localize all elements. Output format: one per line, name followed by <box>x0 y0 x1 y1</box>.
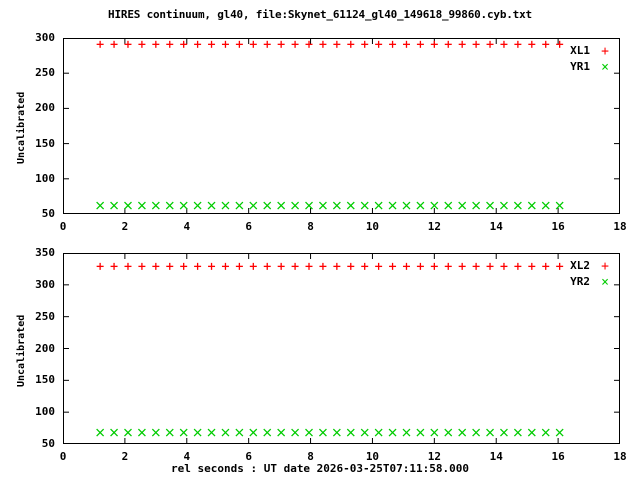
y-tick-label: 300 <box>35 277 55 291</box>
x-tick-label: 18 <box>613 220 627 233</box>
x-tick-label: 16 <box>551 450 565 463</box>
y-tick-label: 100 <box>35 171 55 185</box>
legend-label-yr1: YR1 <box>570 60 590 73</box>
x-tick-label: 6 <box>245 220 252 233</box>
y-tick-label: 250 <box>35 66 55 80</box>
x-tick-label: 14 <box>489 220 503 233</box>
series-yr1 <box>96 201 564 210</box>
plot-panel-bottom <box>63 253 620 444</box>
x-tick-label: 16 <box>551 220 565 233</box>
x-tick-label: 0 <box>59 450 67 463</box>
y-tick-label: 150 <box>35 136 55 150</box>
y-tick-label: 50 <box>41 437 55 450</box>
legend-symbol-yr1: × <box>601 60 609 75</box>
plot-canvas-bottom <box>63 253 620 444</box>
x-tick-label: 4 <box>183 220 191 233</box>
y-tick-label: 350 <box>35 246 55 259</box>
x-tick-label: 12 <box>427 450 441 463</box>
legend-label-xl2: XL2 <box>570 259 590 272</box>
y-tick-label: 200 <box>35 101 55 115</box>
x-tick-label: 6 <box>245 450 252 463</box>
x-tick-label: 10 <box>365 450 380 463</box>
plot-canvas-top <box>63 38 620 214</box>
x-tick-label: 2 <box>121 450 129 463</box>
series-xl1 <box>96 40 564 48</box>
legend-symbol-xl1: + <box>601 44 609 59</box>
x-tick-label: 18 <box>613 450 627 463</box>
y-tick-label: 300 <box>35 31 55 44</box>
x-tick-label: 12 <box>427 220 441 233</box>
x-axis-label: rel seconds : UT date 2026-03-25T07:11:5… <box>170 462 469 475</box>
legend-label-xl1: XL1 <box>570 44 590 57</box>
series-xl2 <box>96 262 564 270</box>
y-tick-label: 200 <box>35 341 55 355</box>
y-axis-label: Uncalibrated <box>16 91 27 164</box>
x-tick-label: 0 <box>59 220 67 233</box>
y-tick-label: 50 <box>41 207 55 220</box>
plot-frame-top <box>63 38 620 214</box>
x-tick-label: 14 <box>489 450 503 463</box>
legend-label-yr2: YR2 <box>570 275 590 288</box>
x-tick-label: 10 <box>365 220 380 233</box>
plot-frame-bottom <box>63 253 620 444</box>
legend-symbol-xl2: + <box>601 259 609 274</box>
page-title: HIRES continuum, gl40, file:Skynet_61124… <box>108 8 532 21</box>
legend-symbol-yr2: × <box>601 275 609 290</box>
y-axis-label: Uncalibrated <box>16 314 27 387</box>
y-tick-label: 250 <box>35 309 55 323</box>
x-tick-label: 8 <box>307 450 314 463</box>
series-yr2 <box>96 428 564 437</box>
x-tick-label: 4 <box>183 450 191 463</box>
plot-panel-top <box>63 38 620 214</box>
x-tick-label: 2 <box>121 220 129 233</box>
y-tick-label: 100 <box>35 405 55 419</box>
y-tick-label: 150 <box>35 373 55 387</box>
x-tick-label: 8 <box>307 220 314 233</box>
